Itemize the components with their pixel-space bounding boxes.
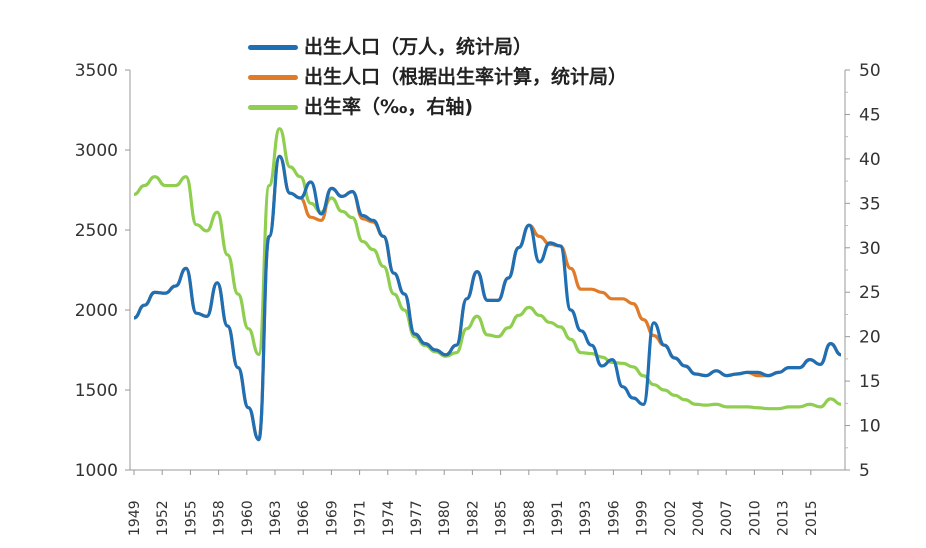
legend-label: 出生人口（根据出生率计算，统计局） xyxy=(304,66,628,88)
legend-swatch-blue xyxy=(248,44,298,50)
x-tick-label: 2007 xyxy=(719,500,735,536)
x-tick-label: 1963 xyxy=(268,500,284,536)
legend-item: 出生人口（万人，统计局） xyxy=(248,32,627,62)
left-tick-label: 3500 xyxy=(75,61,118,81)
right-tick-label: 45 xyxy=(859,105,881,125)
left-tick-label: 2000 xyxy=(75,301,118,321)
x-tick-label: 1958 xyxy=(212,500,228,536)
x-tick-label: 1982 xyxy=(465,500,481,536)
x-tick-label: 1996 xyxy=(606,500,622,536)
left-tick-label: 3000 xyxy=(75,141,118,161)
right-tick-label: 25 xyxy=(859,283,881,303)
x-tick-label: 1999 xyxy=(635,500,651,536)
x-tick-label: 2015 xyxy=(804,500,820,536)
right-tick-label: 20 xyxy=(859,328,881,348)
x-tick-label: 1974 xyxy=(381,500,397,536)
x-tick-label: 1988 xyxy=(522,500,538,536)
x-tick-label: 2004 xyxy=(691,500,707,536)
series-line-births-stat xyxy=(133,154,842,442)
x-tick-label: 1977 xyxy=(409,500,425,536)
legend-item: 出生人口（根据出生率计算，统计局） xyxy=(248,62,627,92)
x-tick-label: 1993 xyxy=(578,500,594,536)
right-tick-label: 10 xyxy=(859,417,881,437)
left-tick-label: 1000 xyxy=(75,461,118,481)
x-tick-label: 1985 xyxy=(494,500,510,536)
series-line-birth-rate xyxy=(133,127,842,411)
right-tick-label: 40 xyxy=(859,150,881,170)
left-tick-label: 2500 xyxy=(75,221,118,241)
left-tick-label: 1500 xyxy=(75,381,118,401)
legend-item: 出生率（‰，右轴) xyxy=(248,92,627,122)
legend-label: 出生人口（万人，统计局） xyxy=(304,36,533,58)
right-tick-label: 35 xyxy=(859,194,881,214)
right-tick-label: 15 xyxy=(859,372,881,392)
x-tick-label: 2002 xyxy=(663,500,679,536)
x-tick-label: 1969 xyxy=(324,500,340,536)
x-tick-label: 2010 xyxy=(747,500,763,536)
legend: 出生人口（万人，统计局） 出生人口（根据出生率计算，统计局） 出生率（‰，右轴) xyxy=(248,32,627,122)
x-tick-label: 1955 xyxy=(183,500,199,536)
x-tick-label: 1949 xyxy=(127,500,143,536)
right-tick-label: 30 xyxy=(859,239,881,259)
x-tick-label: 1971 xyxy=(353,500,369,536)
legend-label: 出生率（‰，右轴) xyxy=(304,96,474,118)
legend-swatch-orange xyxy=(248,74,298,80)
x-tick-label: 1960 xyxy=(240,500,256,536)
right-tick-label: 5 xyxy=(859,461,870,481)
legend-swatch-green xyxy=(248,104,298,110)
right-tick-label: 50 xyxy=(859,61,881,81)
x-tick-label: 1952 xyxy=(155,500,171,536)
x-tick-label: 1966 xyxy=(296,500,312,536)
x-tick-label: 2013 xyxy=(776,500,792,536)
x-tick-label: 1980 xyxy=(437,500,453,536)
x-tick-label: 1991 xyxy=(550,500,566,536)
